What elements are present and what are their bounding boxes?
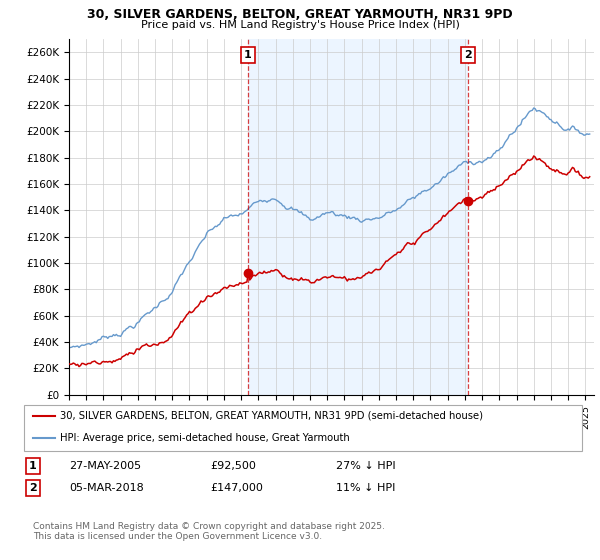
- Text: HPI: Average price, semi-detached house, Great Yarmouth: HPI: Average price, semi-detached house,…: [60, 433, 350, 443]
- Text: Price paid vs. HM Land Registry's House Price Index (HPI): Price paid vs. HM Land Registry's House …: [140, 20, 460, 30]
- Text: £147,000: £147,000: [210, 483, 263, 493]
- Text: 1: 1: [29, 461, 37, 471]
- Bar: [248, 39, 468, 395]
- Text: 30, SILVER GARDENS, BELTON, GREAT YARMOUTH, NR31 9PD: 30, SILVER GARDENS, BELTON, GREAT YARMOU…: [87, 8, 513, 21]
- Text: £92,500: £92,500: [210, 461, 256, 471]
- Text: 27-MAY-2005: 27-MAY-2005: [69, 461, 141, 471]
- Text: Contains HM Land Registry data © Crown copyright and database right 2025.
This d: Contains HM Land Registry data © Crown c…: [33, 522, 385, 542]
- Text: 2: 2: [464, 50, 472, 60]
- Text: 27% ↓ HPI: 27% ↓ HPI: [336, 461, 395, 471]
- Text: 30, SILVER GARDENS, BELTON, GREAT YARMOUTH, NR31 9PD (semi-detached house): 30, SILVER GARDENS, BELTON, GREAT YARMOU…: [60, 410, 483, 421]
- Text: 05-MAR-2018: 05-MAR-2018: [69, 483, 144, 493]
- Text: 11% ↓ HPI: 11% ↓ HPI: [336, 483, 395, 493]
- Text: 2: 2: [29, 483, 37, 493]
- Text: 1: 1: [244, 50, 251, 60]
